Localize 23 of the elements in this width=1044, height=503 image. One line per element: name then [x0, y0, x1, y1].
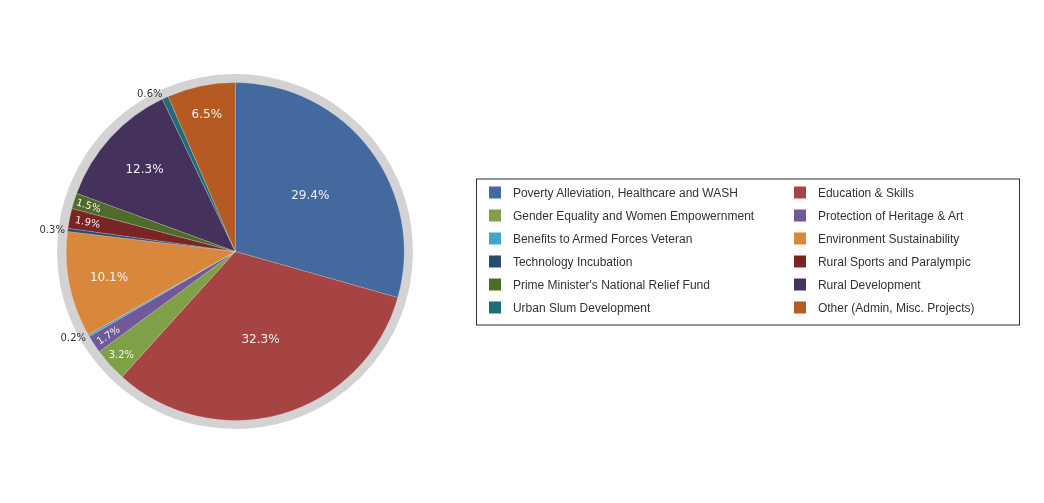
- legend-label: Poverty Alleviation, Healthcare and WASH: [512, 185, 738, 199]
- data-label: 6.5%: [191, 106, 223, 121]
- data-label: 1.5%: [74, 196, 103, 215]
- data-label: 12.3%: [125, 161, 164, 176]
- legend-label: Other (Admin, Misc. Projects): [817, 300, 975, 314]
- legend-label: Urban Slum Development: [512, 300, 651, 314]
- legend-label: Gender Equality and Women Empowernment: [512, 208, 755, 222]
- legend-label: Education & Skills: [817, 185, 914, 199]
- legend-label: Environment Sustainability: [817, 231, 960, 245]
- data-label: 1.9%: [74, 214, 102, 230]
- data-label: 10.1%: [89, 269, 129, 284]
- data-label: 0.3%: [39, 224, 65, 236]
- data-label: 0.6%: [137, 87, 163, 99]
- legend-label: Technology Incubation: [512, 254, 633, 268]
- legend-label: Rural Development: [817, 277, 921, 291]
- legend-label: Prime Minister's National Relief Fund: [512, 277, 710, 291]
- data-label: 0.2%: [60, 331, 87, 343]
- legend-label: Benefits to Armed Forces Veteran: [512, 231, 693, 245]
- legend-label: Rural Sports and Paralympic: [817, 254, 971, 268]
- data-label: 32.3%: [241, 332, 280, 347]
- legend-label: Protection of Heritage & Art: [817, 208, 964, 222]
- data-label: 29.4%: [291, 187, 330, 202]
- data-label: 3.2%: [108, 348, 135, 360]
